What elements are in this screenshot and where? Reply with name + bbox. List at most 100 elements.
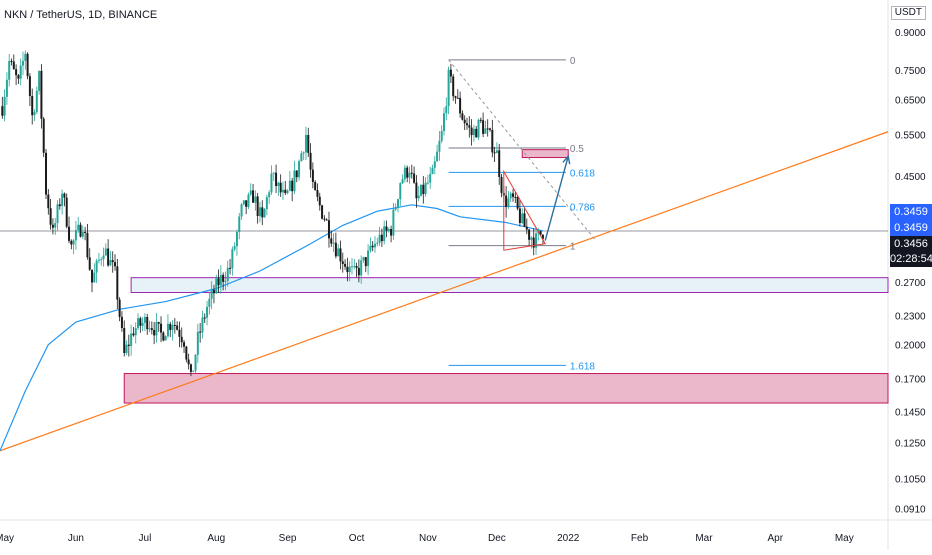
y-tick-label: 0.5500: [895, 130, 926, 141]
candle-body: [102, 255, 105, 260]
candle-body: [383, 226, 386, 242]
candle-body: [100, 259, 103, 261]
candle-body: [270, 173, 273, 193]
currency-unit-badge[interactable]: USDT: [890, 6, 926, 20]
candle-body: [178, 329, 181, 337]
candle-body: [348, 266, 351, 273]
demand-zone: [123, 373, 889, 404]
candle-body: [275, 172, 278, 186]
candle-body: [512, 193, 515, 197]
candle-body: [40, 70, 43, 119]
candle-body: [454, 96, 457, 98]
candle-body: [173, 324, 176, 326]
candle-body: [233, 246, 236, 250]
x-tick-label: Jul: [139, 533, 152, 544]
candle-body: [125, 344, 128, 354]
candle-body: [180, 336, 183, 343]
candle-body: [475, 128, 478, 138]
candle-body: [332, 242, 335, 244]
candle-body: [263, 209, 266, 218]
candle-body: [86, 232, 89, 258]
candle-body: [449, 69, 452, 77]
candle-body: [26, 53, 29, 77]
candle-body: [525, 226, 528, 230]
candle-body: [489, 128, 492, 130]
candle-body: [431, 167, 434, 174]
candle-body: [309, 152, 312, 170]
y-tick-label: 0.7500: [895, 66, 926, 77]
candle-body: [95, 260, 98, 273]
candle-body: [261, 207, 264, 218]
candle-body: [321, 205, 324, 219]
candle-body: [424, 182, 427, 195]
candle-body: [438, 140, 441, 152]
candle-body: [3, 96, 6, 116]
candle-body: [56, 204, 59, 224]
candle-body: [256, 196, 259, 217]
candle-body: [258, 207, 261, 217]
candle-body: [42, 118, 45, 153]
y-tick-label: 0.9000: [895, 28, 926, 39]
candle-body: [222, 274, 225, 282]
candle-body: [325, 219, 328, 221]
candle-body: [231, 249, 234, 269]
candle-body: [132, 333, 135, 336]
candle-body: [530, 237, 533, 240]
candle-body: [293, 170, 296, 192]
ma-price-tag: 0.3459: [890, 204, 932, 220]
candle-body: [88, 257, 91, 270]
candle-body: [523, 213, 526, 227]
candle-body: [111, 260, 114, 263]
candle-body: [286, 190, 289, 194]
candle-body: [288, 180, 291, 191]
candle-body: [422, 184, 425, 195]
candle-body: [316, 190, 319, 197]
candle-body: [279, 182, 282, 193]
candle-body: [355, 266, 358, 268]
candle-body: [304, 134, 307, 153]
candle-body: [160, 323, 163, 333]
candle-body: [217, 278, 220, 286]
candle-body: [507, 198, 510, 208]
candle-body: [369, 245, 372, 251]
candle-body: [484, 128, 487, 134]
candle-body: [408, 172, 411, 178]
candle-body: [443, 113, 445, 132]
candle-body: [468, 125, 471, 128]
candle-body: [378, 234, 381, 243]
candle-body: [341, 261, 344, 264]
candle-body: [24, 53, 27, 61]
candle-body: [521, 213, 524, 223]
candle-body: [323, 218, 326, 220]
candle-body: [139, 318, 142, 326]
candle-body: [364, 257, 367, 267]
candle-body: [130, 333, 133, 346]
moving-average-line: [0, 204, 544, 452]
fib-level-label: 0.618: [570, 168, 595, 179]
ascending-trendline: [0, 131, 889, 452]
candle-body: [327, 220, 330, 239]
candle-body: [396, 199, 399, 208]
candle-body: [153, 329, 156, 336]
candle-body: [311, 169, 314, 182]
candle-body: [350, 266, 353, 268]
candle-body: [31, 96, 34, 116]
candle-body: [268, 192, 271, 198]
projection-arrow: [544, 156, 569, 241]
x-tick-label: Oct: [349, 533, 365, 544]
candle-body: [15, 69, 18, 76]
candle-body: [456, 97, 459, 99]
fib-level-label: 1.618: [570, 361, 595, 372]
candle-body: [171, 324, 174, 330]
candle-body: [373, 243, 376, 248]
candle-body: [70, 240, 73, 245]
candle-body: [224, 280, 227, 282]
candle-body: [252, 190, 255, 203]
candle-body: [357, 267, 360, 276]
candle-body: [281, 189, 284, 193]
candle-body: [249, 190, 252, 195]
candle-body: [185, 346, 188, 360]
candle-body: [452, 76, 455, 97]
